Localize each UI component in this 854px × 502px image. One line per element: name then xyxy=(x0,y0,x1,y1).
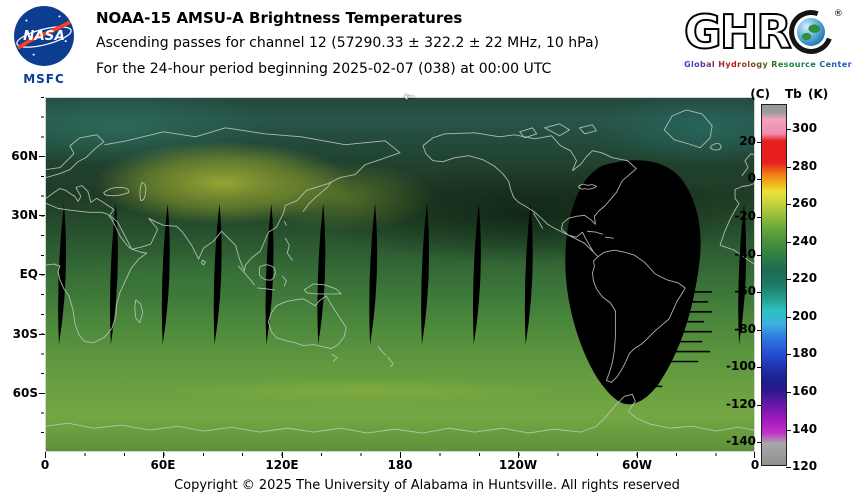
lon-label-60e: 60E xyxy=(150,458,176,472)
coastline-australia xyxy=(267,295,347,350)
tick xyxy=(39,393,45,394)
colorbar-k-tick: 200 xyxy=(786,309,824,323)
lat-label-60n: 60N xyxy=(11,149,38,163)
missing-data-region xyxy=(565,160,701,405)
colorbar-c-tick: -140 xyxy=(726,434,762,448)
ghrc-wordmark: GHR xyxy=(683,5,793,59)
tick xyxy=(637,452,638,458)
colorbar-c-tick: -100 xyxy=(726,359,762,373)
nasa-wordmark: NASA xyxy=(23,29,65,44)
tick xyxy=(400,452,401,458)
ghrc-tagline: Global Hydrology Resource Center xyxy=(684,60,852,69)
coastline-west-africa-iberia xyxy=(719,183,754,265)
registered-mark: ® xyxy=(833,9,843,19)
tick xyxy=(39,274,45,275)
colorbar-unit-c: (C) xyxy=(750,87,770,101)
colorbar-c-tick: 0 xyxy=(726,171,762,185)
map-canvas xyxy=(45,97,755,452)
colorbar-k-tick: 280 xyxy=(786,159,824,173)
coastline-eurasia xyxy=(90,127,401,272)
coastline-black-sea xyxy=(103,186,130,197)
tick xyxy=(282,452,283,458)
ghrc-logo: GHR ® Global Hydrology Resource Center xyxy=(683,2,852,69)
colorbar-k-tick: 120 xyxy=(786,459,824,473)
tick xyxy=(39,156,45,157)
msfc-label: MSFC xyxy=(23,72,65,86)
colorbar-k-tick: 180 xyxy=(786,346,824,360)
tick xyxy=(39,215,45,216)
colorbar-k-tick: 260 xyxy=(786,196,824,210)
tick xyxy=(754,452,755,458)
colorbar-k-tick: 160 xyxy=(786,384,824,398)
colorbar-c-tick: -60 xyxy=(726,284,762,298)
copyright-line: Copyright © 2025 The University of Alaba… xyxy=(174,478,680,493)
lat-label-60s: 60S xyxy=(12,386,38,400)
coastline-antarctica xyxy=(46,393,754,434)
page-period: For the 24-hour period beginning 2025-02… xyxy=(96,61,552,77)
colorbar-c-tick: -80 xyxy=(726,322,762,336)
colorbar-c-tick: -120 xyxy=(726,397,762,411)
coastline-africa xyxy=(46,202,148,344)
lon-label-120e: 120E xyxy=(265,458,299,472)
coastline-greenland xyxy=(663,109,713,149)
cursor-arrow-icon: ← xyxy=(404,90,415,105)
lat-label-30n: 30N xyxy=(11,208,38,222)
coastline-south-america xyxy=(592,249,686,383)
tick xyxy=(518,452,519,458)
tick xyxy=(163,452,164,458)
scanline-artifacts xyxy=(632,291,713,396)
nasa-logo: NASA MSFC xyxy=(12,5,76,86)
colorbar-c-tick: -20 xyxy=(726,209,762,223)
tick xyxy=(39,334,45,335)
ghrc-wordmark-row: GHR ® xyxy=(683,2,852,62)
lon-label-0w: 0 xyxy=(40,458,50,472)
coastline-arctic-islands xyxy=(519,123,597,139)
map-overlay-svg xyxy=(46,109,754,434)
lon-label-180: 180 xyxy=(387,458,413,472)
lat-label-30s: 30S xyxy=(12,327,38,341)
coastline-north-america xyxy=(422,132,637,257)
lon-label-120w: 120W xyxy=(498,458,538,472)
data-gap-streaks xyxy=(58,160,747,405)
colorbar-unit-k: (K) xyxy=(808,87,829,101)
lon-label-60w: 60W xyxy=(622,458,652,472)
colorbar-k-tick: 140 xyxy=(786,422,824,436)
colorbar-c-tick: -40 xyxy=(726,247,762,261)
coastline-mediterranean xyxy=(46,185,92,203)
page-title: NOAA-15 AMSU-A Brightness Temperatures xyxy=(96,9,463,27)
coastlines xyxy=(46,109,754,434)
coastline-caspian-sea xyxy=(139,182,147,201)
colorbar-unit-name: Tb xyxy=(785,87,802,101)
coastline-scandinavia xyxy=(46,134,105,178)
colorbar-k-tick: 240 xyxy=(786,234,824,248)
colorbar-c-tick: 20 xyxy=(726,134,762,148)
lat-label-eq: EQ xyxy=(19,267,38,281)
nasa-meatball-icon: NASA xyxy=(14,6,74,66)
lon-label-0e: 0 xyxy=(750,458,760,472)
globe-icon xyxy=(781,2,840,62)
coastline-islands xyxy=(134,143,754,367)
tick xyxy=(45,452,46,458)
colorbar-k-tick: 300 xyxy=(786,121,824,135)
colorbar-k-tick: 220 xyxy=(786,271,824,285)
colorbar-gradient xyxy=(761,104,787,466)
page-subtitle: Ascending passes for channel 12 (57290.3… xyxy=(96,35,599,51)
